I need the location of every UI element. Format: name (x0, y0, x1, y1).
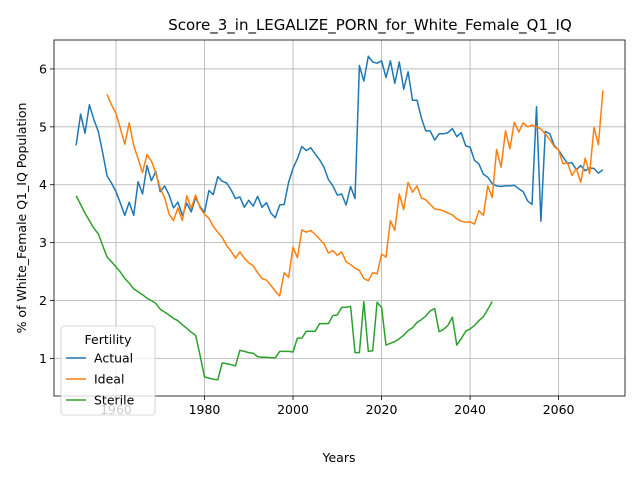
x-axis-label: Years (322, 450, 356, 465)
x-tick-label: 2000 (277, 402, 309, 417)
legend-label-sterile: Sterile (94, 393, 135, 408)
y-tick-label: 3 (39, 235, 47, 250)
x-tick-label: 1980 (189, 402, 221, 417)
chart-title: Score_3_in_LEGALIZE_PORN_for_White_Femal… (168, 16, 572, 35)
legend-title: Fertility (85, 332, 133, 347)
y-axis-ticks: 1 2 3 4 5 6 (39, 61, 54, 366)
y-tick-label: 1 (39, 351, 47, 366)
x-tick-label: 2060 (543, 402, 575, 417)
x-tick-label: 2020 (366, 402, 398, 417)
series-line-sterile (75, 195, 493, 381)
y-axis-label: % of White_Female Q1_IQ Population (14, 103, 29, 334)
series-line-actual (75, 55, 604, 222)
y-tick-label: 4 (39, 177, 47, 192)
legend: Fertility Actual Ideal Sterile (60, 325, 156, 416)
y-tick-label: 2 (39, 293, 47, 308)
y-tick-label: 5 (39, 119, 47, 134)
y-tick-label: 6 (39, 61, 47, 76)
series-lines (75, 55, 604, 381)
legend-box (60, 325, 156, 416)
x-tick-label: 2040 (454, 402, 486, 417)
x-axis-ticks: 196019802000202020402060 (100, 396, 575, 417)
plot-frame (53, 39, 626, 397)
legend-label-actual: Actual (94, 351, 133, 366)
series-line-ideal (106, 90, 604, 297)
legend-label-ideal: Ideal (94, 372, 124, 387)
